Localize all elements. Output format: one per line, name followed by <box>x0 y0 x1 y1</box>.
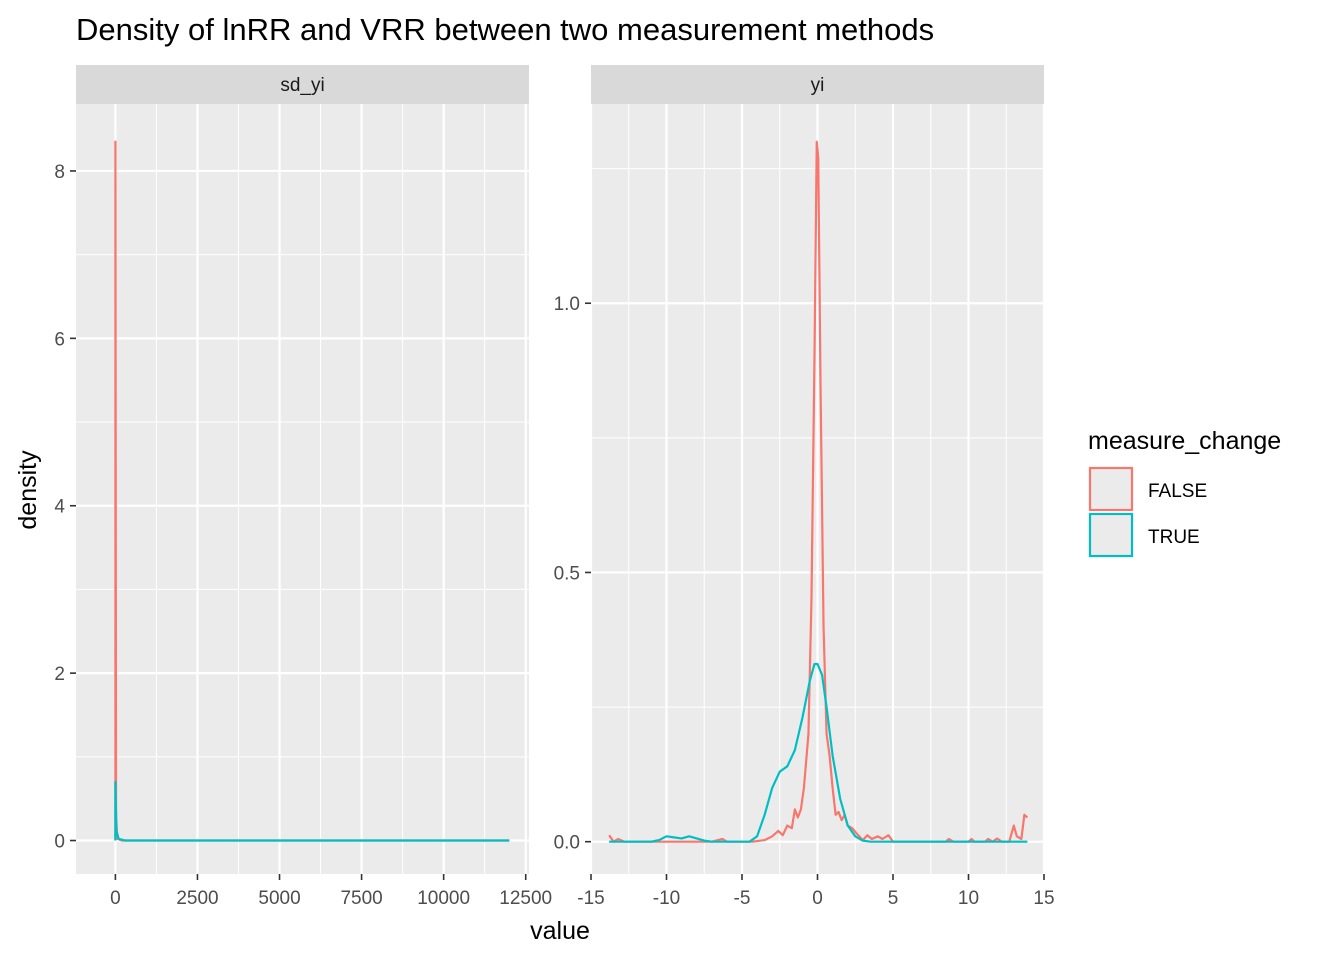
y-tick-label: 6 <box>54 329 65 350</box>
panel-yi-strip-label: yi <box>811 75 825 96</box>
panel-sd-yi-y-axis: 0 2 4 6 8 <box>54 162 76 853</box>
panel-sd-yi: sd_yi 0 2500 5000 7500 10000 12500 0 2 4 6 8 <box>54 65 552 909</box>
panel-sd-yi-strip-label: sd_yi <box>280 75 324 96</box>
x-tick-label: 0 <box>812 888 823 909</box>
x-tick-label: 7500 <box>340 888 382 909</box>
legend-label-false: FALSE <box>1148 481 1207 502</box>
legend-item-false: FALSE <box>1088 466 1207 512</box>
panel-yi: yi -15 -10 -5 0 5 10 15 0.0 0.5 1.0 <box>554 65 1055 909</box>
y-tick-label: 0 <box>54 832 65 853</box>
legend-key-false <box>1088 466 1134 512</box>
y-tick-label: 4 <box>54 497 65 518</box>
panel-yi-x-axis: -15 -10 -5 0 5 10 15 <box>577 874 1055 909</box>
panel-yi-y-axis: 0.0 0.5 1.0 <box>554 294 591 854</box>
density-line-true <box>114 780 510 842</box>
panel-sd-yi-background <box>76 104 529 874</box>
panel-sd-yi-x-axis: 0 2500 5000 7500 10000 12500 <box>110 874 552 909</box>
panel-sd-yi-strip <box>76 65 529 104</box>
x-tick-label: -10 <box>653 888 680 909</box>
y-axis-title: density <box>14 450 42 530</box>
x-tick-label: 10 <box>958 888 979 909</box>
x-tick-label: 2500 <box>176 888 218 909</box>
x-tick-label: 5 <box>888 888 899 909</box>
y-tick-label: 2 <box>54 664 65 685</box>
legend: measure_change FALSE TRUE <box>1088 427 1281 558</box>
x-tick-label: -5 <box>734 888 751 909</box>
y-tick-label: 0.5 <box>554 563 580 584</box>
y-tick-label: 0.0 <box>554 833 580 854</box>
legend-label-true: TRUE <box>1148 527 1200 548</box>
x-tick-label: 5000 <box>258 888 300 909</box>
x-tick-label: 12500 <box>499 888 552 909</box>
x-tick-label: 0 <box>110 888 121 909</box>
y-tick-label: 8 <box>54 162 65 183</box>
legend-title: measure_change <box>1088 427 1281 455</box>
panel-sd-yi-series <box>114 140 510 842</box>
x-tick-label: 10000 <box>417 888 470 909</box>
chart-title: Density of lnRR and VRR between two meas… <box>76 12 934 47</box>
density-line-true <box>609 662 1028 843</box>
x-tick-label: 15 <box>1033 888 1054 909</box>
legend-item-true: TRUE <box>1088 512 1200 558</box>
panel-yi-strip <box>591 65 1044 104</box>
legend-key-true <box>1088 512 1134 558</box>
x-tick-label: -15 <box>577 888 604 909</box>
x-axis-title: value <box>530 917 590 945</box>
panel-yi-series <box>608 140 1029 843</box>
y-tick-label: 1.0 <box>554 294 580 315</box>
